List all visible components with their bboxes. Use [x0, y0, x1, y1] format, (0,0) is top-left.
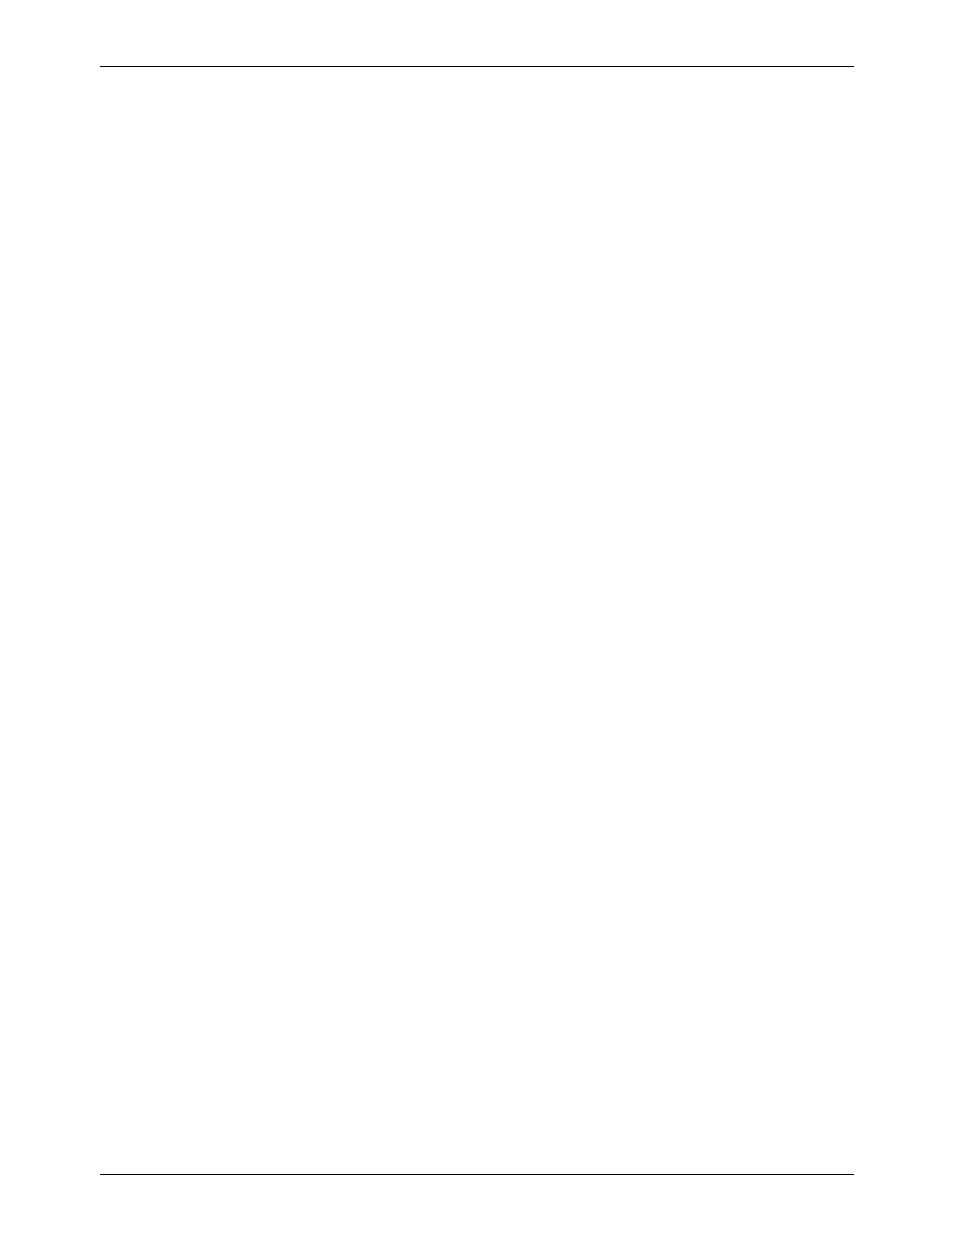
- header-rule: [100, 66, 854, 67]
- page: [0, 0, 954, 1235]
- page-footer: [100, 1174, 854, 1181]
- footer-rule: [100, 1174, 854, 1175]
